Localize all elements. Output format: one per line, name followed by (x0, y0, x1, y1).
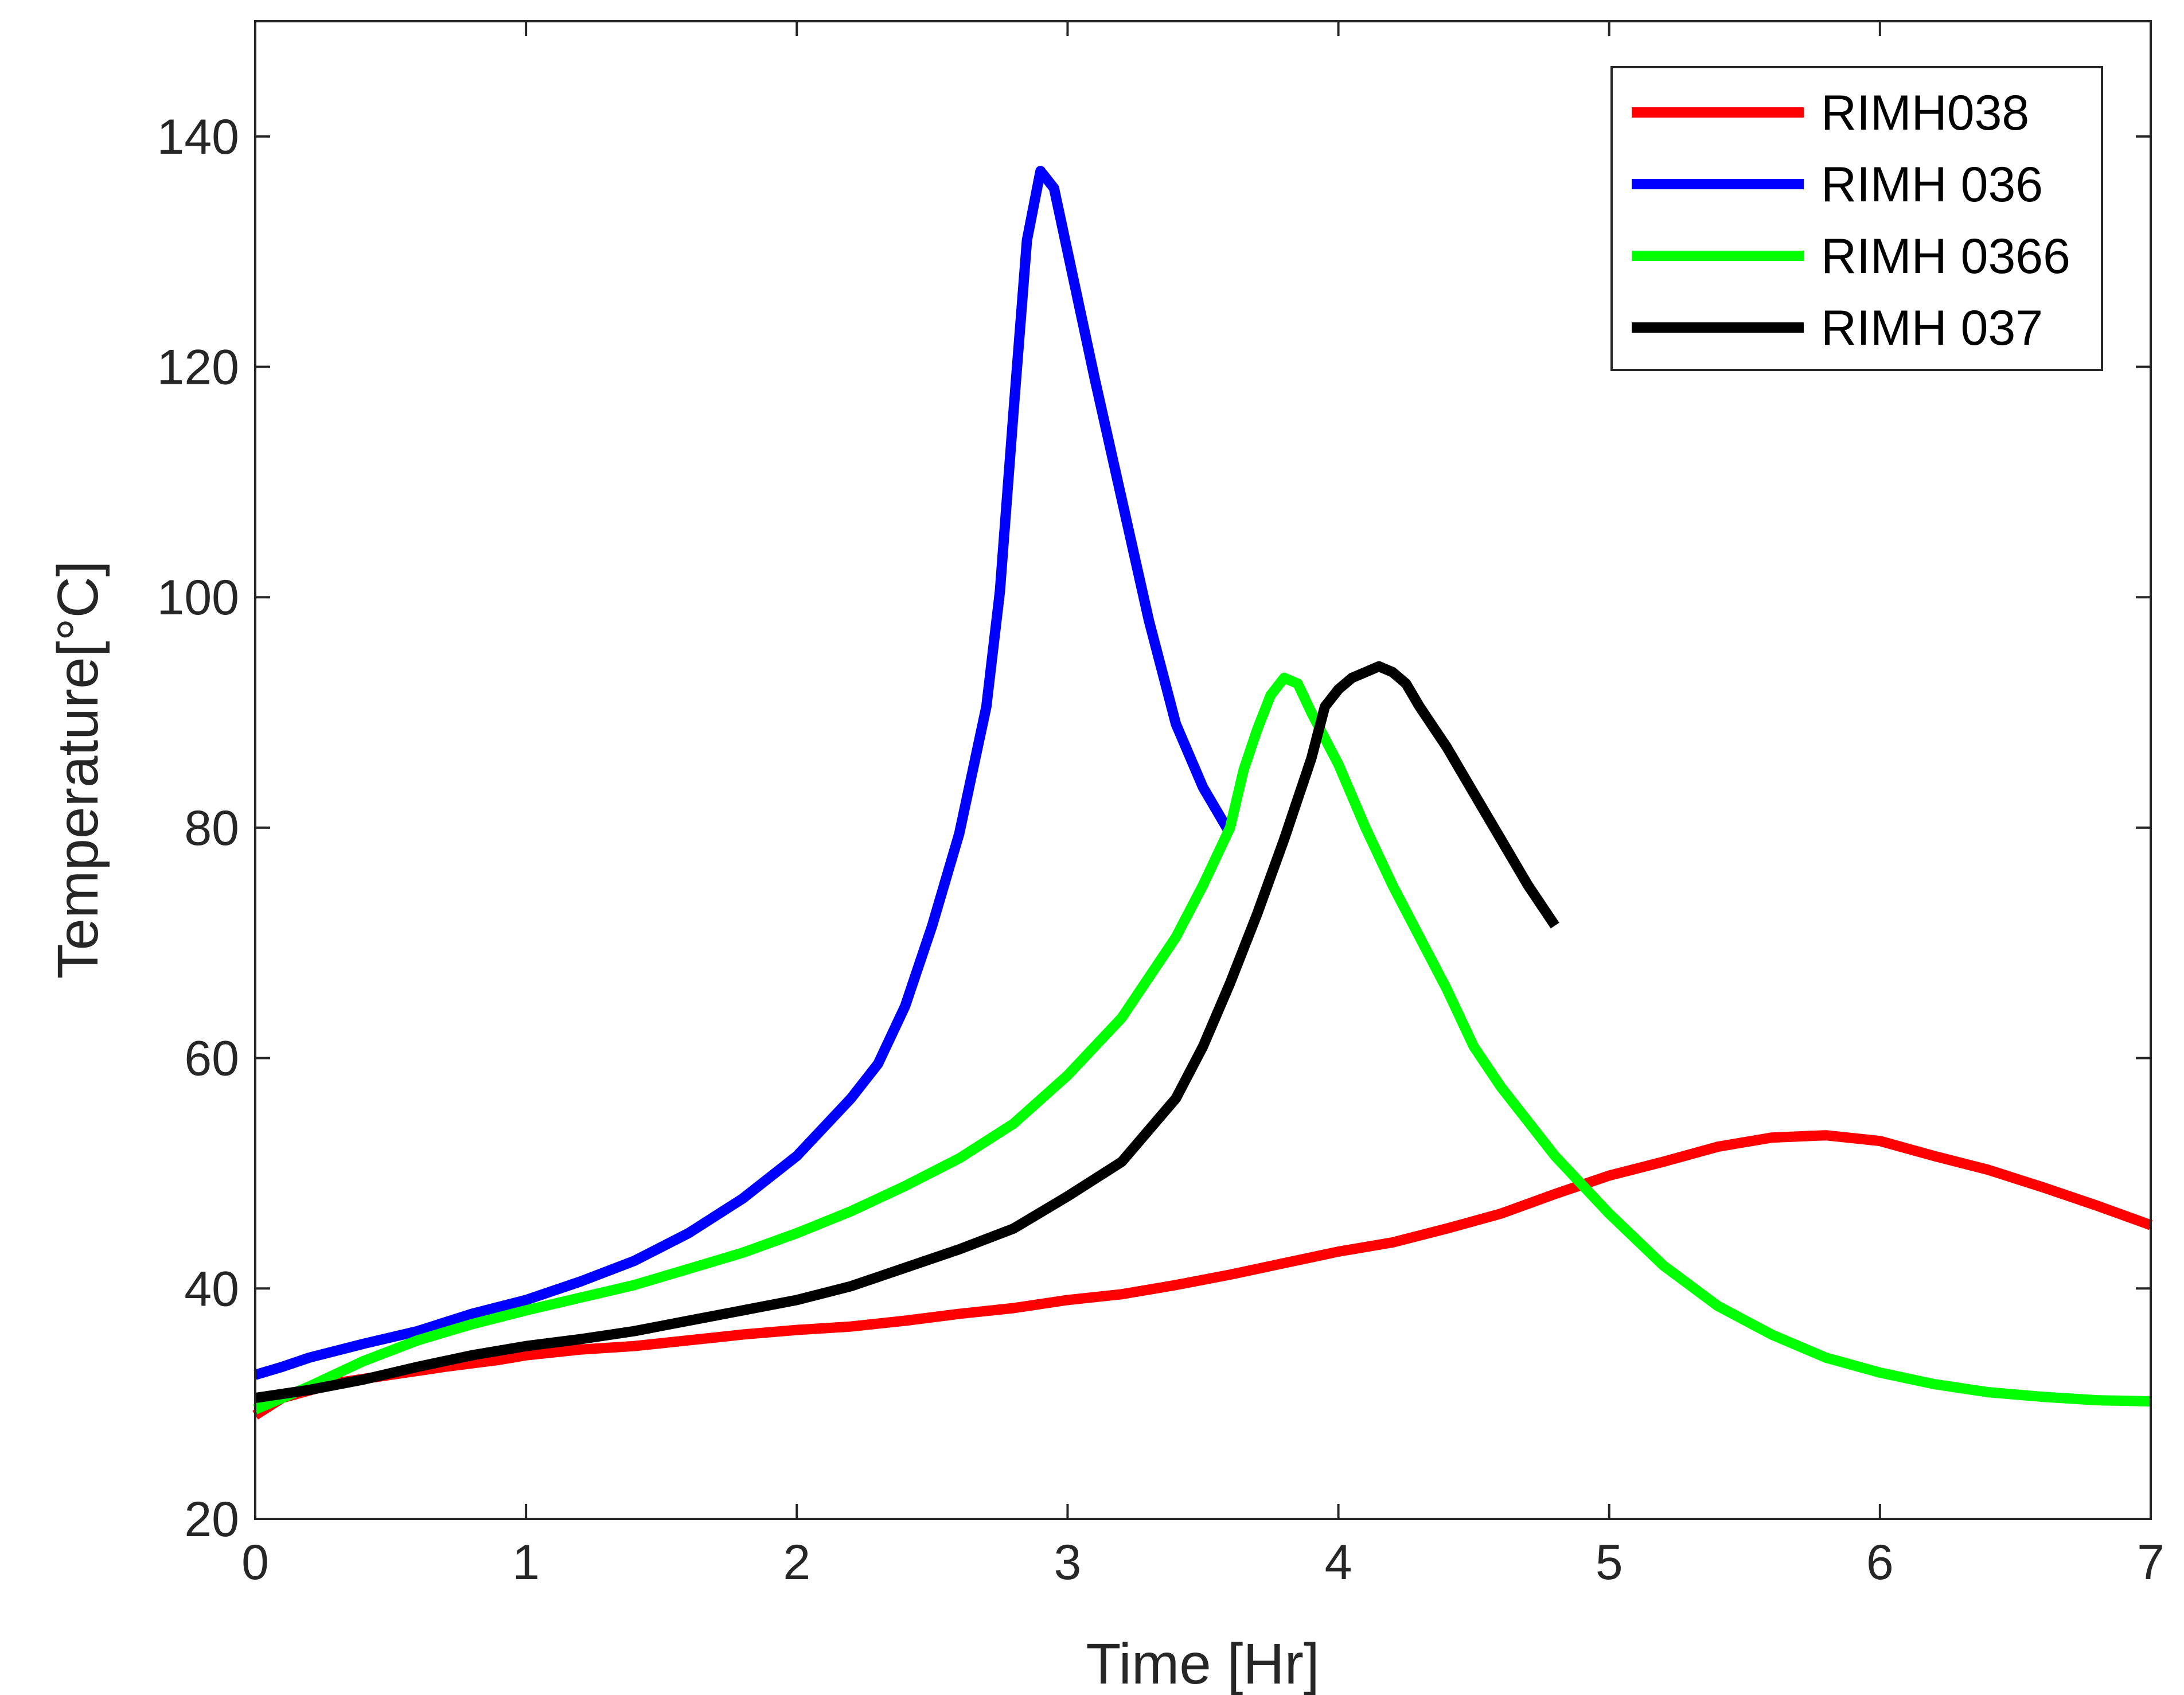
x-tick-label: 6 (1866, 1535, 1894, 1590)
x-tick-label: 3 (1054, 1535, 1082, 1590)
x-tick-label: 7 (2137, 1535, 2164, 1590)
y-tick-label: 120 (157, 340, 240, 395)
legend-label-2: RIMH 036 (1821, 157, 2043, 212)
legend-label-1: RIMH038 (1821, 85, 2029, 141)
legend: RIMH038 RIMH 036 RIMH 0366 RIMH 037 (1610, 66, 2103, 371)
legend-label-4: RIMH 037 (1821, 301, 2043, 356)
x-tick-label: 1 (512, 1535, 540, 1590)
y-tick-label: 140 (157, 110, 240, 165)
y-tick-label: 20 (184, 1492, 239, 1547)
x-tick-label: 5 (1596, 1535, 1623, 1590)
x-tick-label: 2 (783, 1535, 810, 1590)
series-line-4 (254, 661, 1559, 1404)
y-tick-label: 80 (184, 801, 239, 856)
series-layer (252, 166, 2153, 1420)
x-tick-label: 0 (241, 1535, 269, 1590)
x-tick-label: 4 (1325, 1535, 1352, 1590)
y-axis-title: Temperature[°C] (46, 560, 110, 979)
legend-label-3: RIMH 0366 (1821, 229, 2070, 284)
x-axis-title: Time [Hr] (1086, 1632, 1319, 1695)
series-line-2 (253, 166, 1235, 1380)
tick-layer: 0 1 2 3 4 5 6 7 20 40 60 80 100 120 140 (157, 21, 2164, 1590)
plot-area-frame (254, 20, 2152, 1520)
series-line-3 (253, 672, 2151, 1415)
y-tick-label: 40 (184, 1261, 239, 1316)
series-line-1 (252, 1130, 2153, 1420)
y-tick-label: 100 (157, 570, 240, 625)
y-tick-label: 60 (184, 1031, 239, 1086)
